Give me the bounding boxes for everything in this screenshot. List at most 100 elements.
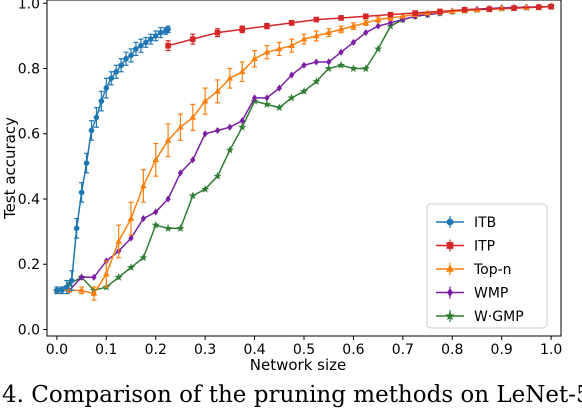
x-tick-label: 0.0 (46, 342, 68, 358)
data-point (362, 13, 369, 20)
data-point (108, 75, 115, 82)
x-tick-label: 0.7 (392, 342, 414, 358)
legend-item: Top-n (436, 262, 512, 278)
y-tick-label: 0.6 (18, 127, 40, 143)
legend-item: W·GMP (436, 309, 524, 325)
data-point (535, 4, 542, 10)
x-tick-label: 0.8 (441, 342, 463, 358)
data-point (239, 117, 245, 125)
legend-label: W·GMP (474, 309, 524, 325)
data-point (326, 58, 332, 66)
data-point (91, 273, 97, 281)
data-point (153, 208, 159, 216)
data-point (164, 136, 172, 143)
data-point (201, 97, 209, 104)
data-point (350, 22, 357, 29)
data-point (68, 277, 75, 284)
data-point (214, 126, 221, 135)
data-point (157, 29, 164, 36)
data-point (140, 215, 147, 223)
data-point (227, 123, 233, 131)
y-axis-label: Test accuracy (1, 117, 19, 220)
data-point (118, 62, 124, 69)
data-point (338, 48, 344, 56)
data-point (78, 286, 85, 293)
data-point (176, 224, 185, 232)
data-point (127, 214, 135, 221)
data-point (54, 287, 60, 294)
x-tick-label: 0.3 (194, 342, 216, 358)
x-tick-label: 0.1 (95, 342, 117, 358)
legend: ITB ITP Top-n WMP W·GMP (426, 203, 548, 329)
ticks-layer: 0.0 0.1 0.2 0.3 0.4 0.5 0.6 0.7 0.8 0.9 1.0 0.0 0.2 0… (18, 0, 563, 358)
data-point (190, 156, 196, 164)
y-tick-label: 0.2 (18, 257, 40, 273)
data-point (262, 100, 271, 108)
data-point (165, 42, 171, 49)
data-point (63, 284, 70, 290)
data-point (276, 84, 282, 92)
x-tick-label: 1.0 (540, 342, 562, 358)
data-point (337, 60, 346, 69)
data-point (288, 71, 295, 79)
data-point (412, 10, 419, 16)
data-point (126, 263, 136, 271)
data-point (152, 156, 160, 163)
data-point (214, 87, 221, 94)
series-itb (54, 25, 171, 295)
legend-swatch-marker (446, 288, 454, 297)
data-point (177, 123, 184, 130)
data-point (98, 98, 105, 104)
data-point (165, 26, 171, 33)
data-point (93, 114, 100, 121)
legend-swatch-marker (445, 310, 455, 321)
data-point (275, 103, 284, 112)
data-point (114, 273, 123, 281)
data-point (437, 8, 443, 15)
data-point (151, 220, 160, 229)
data-point (486, 6, 493, 12)
data-point (287, 93, 296, 102)
data-point (128, 234, 134, 242)
data-point (90, 289, 98, 296)
data-point (387, 11, 394, 18)
data-point (115, 237, 122, 244)
legend-item: ITP (436, 239, 495, 255)
data-point (133, 46, 139, 52)
chart: 0.0 0.1 0.2 0.3 0.4 0.5 0.6 0.7 0.8 0.9 1.0 0.0 0.2 0… (1, 0, 563, 374)
data-point (201, 184, 210, 193)
data-point (73, 225, 80, 232)
data-point (511, 5, 517, 11)
data-point (251, 55, 258, 62)
data-point (238, 68, 246, 75)
x-tick-label: 0.4 (243, 342, 265, 358)
data-point (214, 29, 221, 36)
data-point (313, 58, 320, 66)
data-point (338, 15, 344, 21)
data-point (275, 45, 283, 52)
data-point (113, 68, 119, 75)
legend-label: ITP (474, 239, 495, 255)
data-point (59, 287, 65, 294)
data-point (202, 130, 208, 138)
data-point (299, 87, 309, 95)
legend-swatch-marker (446, 218, 454, 226)
data-point (164, 224, 173, 232)
legend-item: ITB (436, 215, 496, 231)
legend-items: ITB ITP Top-n WMP W·GMP (436, 215, 524, 325)
data-point (349, 64, 358, 72)
data-point (143, 39, 149, 46)
data-point (139, 253, 148, 262)
data-point (337, 25, 345, 32)
data-point (387, 19, 394, 27)
data-point (226, 74, 234, 81)
data-point (188, 191, 197, 200)
data-point (88, 127, 95, 134)
data-point (288, 41, 295, 48)
x-tick-label: 0.5 (293, 342, 315, 358)
data-point (83, 160, 90, 166)
legend-swatch-marker (446, 242, 454, 249)
data-point (225, 145, 234, 154)
data-point (78, 273, 85, 281)
x-tick-label: 0.9 (491, 342, 513, 358)
